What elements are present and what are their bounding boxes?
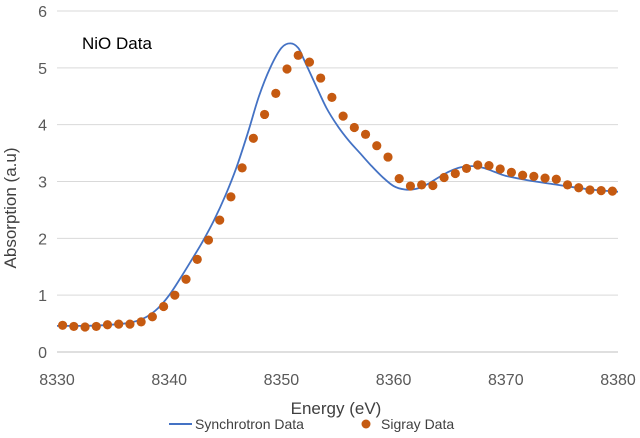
sigray-point [181, 274, 191, 284]
sigray-point [540, 173, 550, 183]
y-tick-labels: 0 1 2 3 4 5 6 [38, 4, 47, 362]
x-tick-8380: 8380 [600, 372, 636, 389]
sigray-point [383, 152, 393, 162]
sigray-point [405, 181, 416, 191]
sigray-point [450, 168, 460, 179]
sigray-point [226, 192, 236, 202]
y-tick-1: 1 [38, 288, 47, 305]
sigray-point [316, 73, 326, 83]
sigray-point [495, 164, 505, 174]
sigray-point [551, 174, 561, 184]
sigray-point [585, 185, 595, 195]
sigray-point [114, 319, 124, 329]
gridlines [57, 10, 618, 296]
x-axis-title: Energy (eV) [291, 399, 382, 418]
x-tick-labels: 8330 8340 8350 8360 8370 8380 [39, 372, 636, 389]
sigray-point [529, 171, 539, 181]
sigray-point [293, 50, 303, 60]
sigray-point [596, 185, 606, 196]
chart-annotation: NiO Data [82, 34, 152, 53]
legend-label-sigray: Sigray Data [381, 416, 454, 432]
sigray-point [58, 320, 68, 330]
x-tick-8370: 8370 [488, 372, 524, 389]
sigray-point [372, 141, 382, 151]
sigray-point [259, 109, 270, 120]
sigray-point [394, 174, 404, 184]
sigray-point [439, 172, 449, 183]
sigray-point [518, 170, 528, 180]
legend-swatch-sigray [361, 419, 371, 429]
sigray-point [327, 92, 337, 102]
sigray-point [282, 64, 292, 74]
sigray-point [428, 180, 438, 191]
sigray-point [304, 57, 315, 67]
sigray-point [125, 319, 135, 329]
sigray-series [58, 50, 617, 332]
y-tick-4: 4 [38, 118, 47, 135]
sigray-point [80, 322, 90, 332]
sigray-point [158, 301, 169, 312]
sigray-point [237, 163, 247, 173]
sigray-point [102, 320, 113, 330]
sigray-point [203, 235, 214, 245]
sigray-point [461, 163, 472, 174]
y-tick-2: 2 [38, 231, 47, 248]
sigray-point [562, 180, 573, 190]
sigray-point [484, 160, 494, 171]
sigray-point [271, 88, 281, 99]
sigray-point [248, 133, 258, 143]
sigray-point [417, 180, 427, 190]
sigray-point [91, 321, 101, 332]
sigray-point [170, 290, 180, 300]
sigray-point [607, 186, 617, 196]
sigray-point [506, 167, 517, 178]
synchrotron-line [56, 42, 619, 327]
sigray-point [136, 317, 146, 327]
x-tick-8340: 8340 [151, 372, 187, 389]
sigray-point [147, 312, 157, 322]
x-tick-8330: 8330 [39, 372, 75, 389]
legend-label-synchrotron: Synchrotron Data [195, 416, 304, 432]
sigray-point [215, 215, 225, 225]
sigray-point [360, 129, 371, 139]
y-tick-6: 6 [38, 4, 47, 21]
sigray-point [349, 122, 359, 133]
y-tick-0: 0 [38, 345, 47, 362]
y-tick-5: 5 [38, 61, 47, 78]
sigray-point [69, 321, 79, 332]
x-tick-8350: 8350 [264, 372, 300, 389]
synchrotron-series [56, 42, 619, 327]
x-tick-8360: 8360 [376, 372, 412, 389]
sigray-point [574, 183, 584, 193]
legend: Synchrotron Data Sigray Data [169, 416, 454, 432]
sigray-point [473, 160, 483, 170]
y-axis-title: Absorption (a.u) [1, 148, 20, 269]
sigray-point [192, 254, 202, 264]
y-tick-3: 3 [38, 175, 47, 192]
sigray-point [338, 111, 348, 121]
